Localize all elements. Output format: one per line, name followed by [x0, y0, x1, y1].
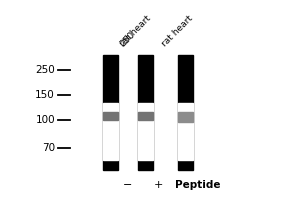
- Bar: [178, 55, 193, 170]
- Text: +: +: [153, 180, 163, 190]
- Bar: [178, 112, 193, 122]
- Text: rat heart: rat heart: [118, 13, 153, 48]
- Bar: [178, 103, 193, 160]
- Bar: [103, 103, 118, 160]
- Bar: [103, 55, 118, 170]
- Text: rat heart: rat heart: [160, 13, 195, 48]
- Bar: [138, 55, 153, 170]
- Text: 100: 100: [35, 115, 55, 125]
- Text: 70: 70: [42, 143, 55, 153]
- Bar: [138, 103, 153, 160]
- Text: −: −: [123, 180, 133, 190]
- Bar: [138, 112, 153, 120]
- Text: 250: 250: [118, 30, 136, 48]
- Text: Peptide: Peptide: [175, 180, 220, 190]
- Bar: [103, 112, 118, 120]
- Text: 250: 250: [35, 65, 55, 75]
- Text: 150: 150: [35, 90, 55, 100]
